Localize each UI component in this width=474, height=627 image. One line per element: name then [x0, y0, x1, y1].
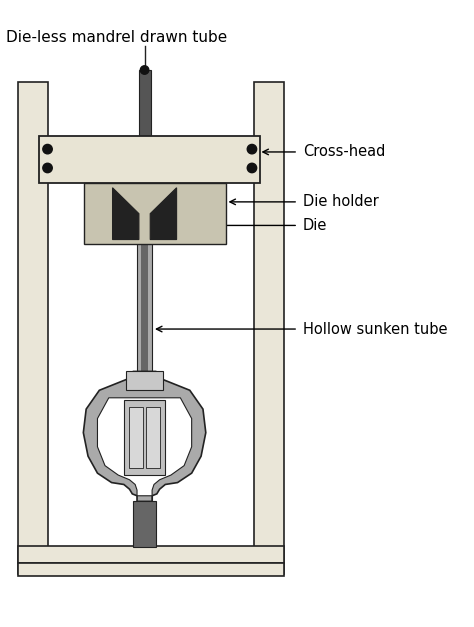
Polygon shape: [83, 371, 206, 502]
Bar: [124, 399, 165, 475]
Bar: [18, 82, 48, 574]
Bar: [141, 183, 148, 534]
Circle shape: [43, 163, 52, 172]
Bar: [18, 562, 284, 576]
Text: Die holder: Die holder: [303, 194, 379, 209]
Text: Cross-head: Cross-head: [303, 144, 385, 159]
Bar: [126, 371, 164, 390]
Bar: [139, 70, 151, 136]
Polygon shape: [112, 187, 139, 240]
Bar: [129, 407, 143, 468]
Circle shape: [43, 144, 52, 154]
Bar: [146, 407, 160, 468]
Bar: [133, 502, 156, 547]
Text: Hollow sunken tube: Hollow sunken tube: [303, 322, 447, 337]
Circle shape: [247, 163, 256, 172]
Bar: [18, 545, 284, 562]
Bar: [137, 183, 152, 534]
Polygon shape: [150, 187, 177, 240]
Bar: [84, 183, 226, 245]
Text: Die-less mandrel drawn tube: Die-less mandrel drawn tube: [6, 29, 228, 45]
Bar: [39, 136, 260, 183]
Text: Die: Die: [303, 218, 327, 233]
Bar: [254, 82, 284, 574]
Polygon shape: [98, 398, 191, 496]
Circle shape: [140, 66, 149, 74]
Circle shape: [247, 144, 256, 154]
